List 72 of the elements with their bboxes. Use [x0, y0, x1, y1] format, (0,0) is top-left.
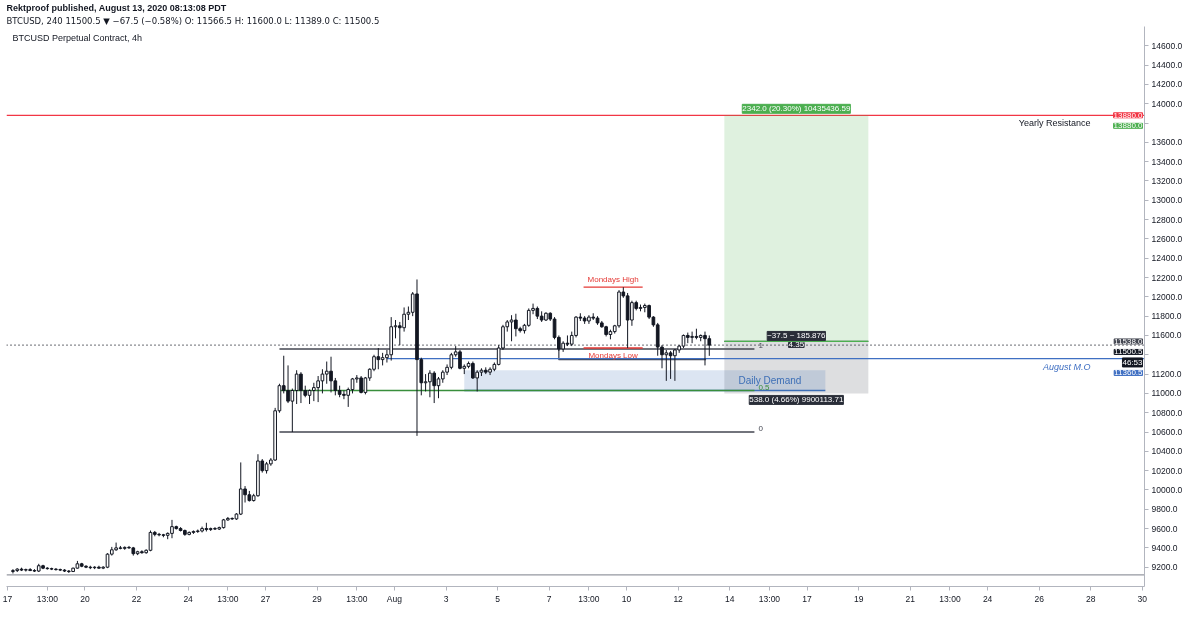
y-tick-label: 12200.0: [1151, 272, 1183, 283]
annotation: 4.35: [788, 340, 805, 350]
x-tick-label: 27: [260, 593, 271, 604]
y-tick-label: 14600.0: [1151, 40, 1183, 51]
chart-title: Rektproof published, August 13, 2020 08:13:08 PDT: [6, 2, 227, 13]
y-tick-label: 13400.0: [1151, 156, 1183, 167]
x-tick-label: 22: [131, 593, 142, 604]
annotation: 11538.0: [1114, 336, 1144, 346]
x-tick-label: Aug: [386, 593, 403, 604]
annotation: 11360.5: [1114, 368, 1144, 378]
x-tick-label: 7: [546, 593, 552, 604]
x-tick-label: 12: [673, 593, 684, 604]
x-tick-label: 17: [802, 593, 813, 604]
x-tick-label: 13:00: [217, 593, 239, 604]
x-tick-label: 13:00: [36, 593, 59, 604]
x-tick-label: 26: [1034, 593, 1045, 604]
annotation: 46:53: [1122, 357, 1144, 367]
annotation: −37.5 ~ 185.876: [767, 331, 827, 341]
y-tick-label: 9200.0: [1151, 562, 1178, 573]
annotation: BTCUSD Perpetual Contract, 4h: [12, 32, 143, 43]
annotation: 13880.0: [1113, 110, 1144, 120]
chart-subtitle: BTCUSD, 240 11500.5 ▼ −67.5 (−0.58%) O: 11566.5 H: 11600.0 L: 11389.0 C: 11500.5: [6, 15, 380, 26]
y-tick-label: 12800.0: [1151, 214, 1183, 225]
y-tick-label: 9600.0: [1151, 523, 1178, 534]
x-tick-label: 10: [621, 593, 632, 604]
y-tick-label: 11600.0: [1151, 330, 1182, 341]
x-tick-label: 14: [724, 593, 735, 604]
y-tick-label: 10000.0: [1151, 484, 1183, 495]
x-tick-label: 29: [312, 593, 323, 604]
series-label: August M.O: [1041, 361, 1091, 372]
x-tick-label: 24: [183, 593, 194, 604]
series-label: Mondays High: [587, 275, 639, 285]
x-tick-label: 24: [982, 593, 993, 604]
y-tick-label: 13200.0: [1151, 175, 1183, 186]
x-tick-label: 13:00: [578, 593, 600, 604]
ref-line-label: Yearly Resistance: [1018, 118, 1091, 129]
x-tick-label: 21: [905, 593, 916, 604]
x-tick-label: 13:00: [939, 593, 961, 604]
x-tick-label: 28: [1086, 593, 1096, 604]
y-tick-label: 13000.0: [1151, 195, 1183, 206]
series-label: 0: [758, 424, 764, 434]
annotation: 2342.0 (20.30%) 10435436.59: [742, 104, 851, 114]
x-tick-label: 20: [80, 593, 90, 604]
y-tick-label: 10800.0: [1151, 407, 1183, 418]
annotation: 13880.0: [1113, 121, 1144, 131]
y-tick-label: 12400.0: [1151, 253, 1183, 264]
y-tick-label: 12000.0: [1151, 291, 1183, 302]
y-tick-label: 9800.0: [1151, 504, 1178, 515]
y-tick-label: 10200.0: [1151, 465, 1183, 476]
y-tick-label: 9400.0: [1151, 542, 1178, 553]
series-label: Daily Demand: [738, 374, 802, 386]
y-tick-label: 14200.0: [1151, 79, 1183, 90]
y-tick-label: 11000.0: [1151, 388, 1182, 399]
y-tick-label: 11200.0: [1151, 369, 1182, 380]
y-tick-label: 10400.0: [1151, 446, 1183, 457]
x-tick-label: 17: [2, 593, 13, 604]
y-tick-label: 14000.0: [1151, 98, 1183, 109]
x-tick-label: 13:00: [758, 593, 781, 604]
y-tick-label: 11800.0: [1151, 311, 1182, 322]
series-label: Mondays Low: [588, 351, 639, 361]
y-tick-label: 14400.0: [1151, 60, 1183, 71]
annotation: 538.0 (4.66%) 9900113.71: [749, 395, 844, 405]
y-tick-label: 12600.0: [1151, 233, 1183, 244]
x-tick-label: 13:00: [346, 593, 368, 604]
annotation: 11500.5: [1114, 347, 1144, 357]
x-tick-label: 30: [1137, 593, 1148, 604]
y-tick-label: 10600.0: [1151, 427, 1183, 438]
x-tick-label: 3: [443, 593, 449, 604]
x-tick-label: 19: [853, 593, 864, 604]
x-tick-label: 5: [495, 593, 501, 604]
series-label: 1: [758, 340, 764, 350]
y-tick-label: 13600.0: [1151, 137, 1183, 148]
